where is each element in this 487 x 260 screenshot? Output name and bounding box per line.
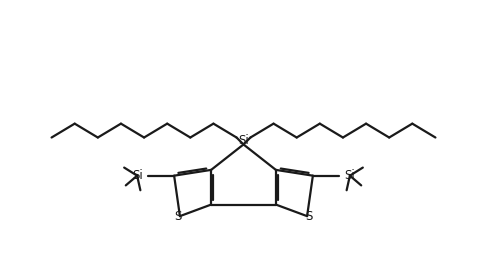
Text: S: S	[306, 210, 313, 223]
Text: S: S	[174, 210, 181, 223]
Text: Si: Si	[132, 169, 143, 182]
Text: Si: Si	[238, 134, 249, 147]
Text: Si: Si	[344, 169, 355, 182]
